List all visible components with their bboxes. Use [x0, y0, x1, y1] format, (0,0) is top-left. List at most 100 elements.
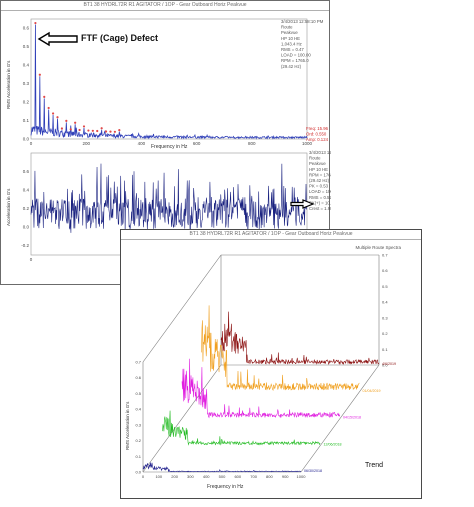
waveform-info-line: PK = 0.53	[309, 184, 329, 189]
waterfall-series-line	[201, 305, 360, 392]
spectrum-x-tick: 1000	[302, 141, 313, 146]
spectrum-fault-marker	[43, 95, 46, 98]
spectrum-y-tick: 0.3	[23, 81, 30, 86]
spectrum-fault-marker	[34, 21, 37, 25]
spectrum-info-line: 3/4/2013 12:58:10 PM	[281, 19, 324, 24]
spectrum-fault-marker	[65, 119, 68, 122]
waterfall-series-date: 06/30/2018	[304, 469, 322, 473]
waterfall-series-line	[181, 358, 341, 419]
spectrum-x-axis-label: Frequency in Hz	[151, 144, 188, 150]
waterfall-x-tick: 0	[142, 474, 145, 479]
waterfall-y-tick: 0.4	[135, 407, 141, 412]
waterfall-series: 06/30/2018 12/06/2018 04/15/2018 01/04/2019…	[142, 305, 396, 473]
waterfall-y-tick: 0.2	[135, 438, 141, 443]
waterfall-right-y-tick: 0.2	[382, 331, 388, 336]
spectrum-fault-marker	[100, 127, 103, 130]
waveform-y-tick: 0.2	[23, 206, 30, 211]
spectrum-fault-marker	[47, 106, 50, 110]
waterfall-series-date: 04/15/2018	[343, 416, 361, 420]
waveform-y-axis-label: Acceleration in G's	[6, 188, 11, 226]
spectrum-x-tick: 800	[248, 141, 256, 146]
waterfall-x-tick: 500	[219, 474, 226, 479]
spectrum-fault-marker	[96, 129, 99, 133]
spectrum-info-line: LOAD = 100.00	[281, 53, 311, 58]
ftf-annotation-label: FTF (Cage) Defect	[81, 33, 158, 43]
waveform-x-tick: 0	[30, 257, 33, 262]
waterfall-series-line	[162, 410, 321, 446]
spectrum-y-tick: 0.5	[23, 44, 30, 49]
waveform-info-line: (29.42 Hz)	[309, 178, 330, 183]
waterfall-y-ticks: 0.0 0.1 0.2 0.3 0.4 0.5 0.6 0.7	[135, 360, 141, 475]
spectrum-fault-marker	[51, 112, 55, 115]
spectrum-fault-marker	[109, 130, 112, 133]
waterfall-right-y-tick: 0.3	[382, 315, 388, 320]
waterfall-x-tick: 300	[187, 474, 194, 479]
spectrum-fault-marker	[38, 73, 41, 76]
waterfall-window: BT1 38 HYDRL72R R1 AGITATOR / 1OP - Gear…	[120, 229, 422, 499]
waterfall-x-tick: 800	[266, 474, 273, 479]
spectrum-y-axis-label: RMS Acceleration in G's	[6, 60, 11, 109]
spectrum-plot-frame	[30, 18, 308, 140]
waterfall-frame	[142, 254, 380, 473]
waterfall-series-line	[142, 462, 302, 473]
waterfall-x-tick: 700	[250, 474, 257, 479]
spectrum-x-tick: 0	[30, 141, 33, 146]
spectrum-x-tick: 200	[82, 141, 90, 146]
waveform-info-line: HP 10 HE	[309, 167, 328, 172]
waterfall-right-y-tick: 0.5	[382, 284, 388, 289]
waterfall-x-tick: 1000	[297, 474, 307, 479]
waterfall-y-tick: 0.7	[135, 360, 141, 365]
waveform-info-line: Crest = 1.982	[309, 206, 331, 211]
waveform-y-tick: 0.0	[23, 225, 30, 230]
waveform-info-line: 3/4/2013 12:54:12 PM	[309, 150, 331, 155]
waterfall-right-y-ticks: 0.0 0.1 0.2 0.3 0.4 0.5 0.6 0.7	[382, 253, 388, 368]
spectrum-fault-marker	[118, 129, 121, 132]
spectrum-y-tick: 0.0	[23, 137, 30, 142]
spectrum-fault-marker	[60, 127, 64, 130]
waterfall-window-title: BT1 38 HYDRL72R R1 AGITATOR / 1OP - Gear…	[121, 230, 421, 240]
waterfall-right-y-tick: 0.7	[382, 253, 388, 258]
spectrum-fault-marker	[56, 116, 59, 119]
spectrum-y-tick: 0.1	[23, 118, 30, 123]
spectrum-info-line: Route	[281, 25, 293, 30]
waterfall-series-date: 01/04/2019	[363, 389, 381, 393]
ftf-annotation: FTF (Cage) Defect	[37, 31, 158, 47]
waveform-info-line: LOAD = 100.00	[309, 189, 331, 194]
waterfall-y-tick: 0.0	[135, 470, 141, 475]
waterfall-y-tick: 0.3	[135, 422, 141, 427]
spectrum-fault-marker	[87, 129, 90, 132]
spectrum-fault-marker	[113, 130, 117, 133]
waterfall-y-tick: 0.5	[135, 391, 141, 396]
spectrum-y-ticks: 0.0 0.1 0.2 0.3 0.4 0.5 0.6	[23, 26, 30, 142]
waveform-arrow-icon	[290, 199, 315, 209]
waterfall-x-tick: 100	[155, 474, 162, 479]
waveform-info-line: PK(+) = 10.97	[309, 200, 331, 205]
waterfall-x-tick: 600	[234, 474, 241, 479]
waveform-y-tick: 0.4	[23, 188, 30, 193]
waterfall-x-ticks: 0 100 200 300 400 500 600 700 800 900 1000	[142, 474, 306, 479]
spectrum-info-line: RPM = 1765.0	[281, 58, 309, 63]
waveform-info-line: RMS = 0.524	[309, 195, 331, 200]
waterfall-subtitle: Multiple Route Spectra	[355, 245, 401, 250]
waterfall-window-canvas: Multiple Route Spectra 0.0 0.1 0.2 0.3 0.4 0.…	[125, 245, 401, 490]
spectrum-info-line: (29.42 Hz)	[281, 64, 302, 69]
waveform-y-ticks: -0.2 0.0 0.2 0.4 0.6	[21, 169, 29, 248]
spectrum-fault-marker	[104, 130, 108, 133]
waterfall-right-y-tick: 0.1	[382, 347, 388, 352]
waterfall-right-y-tick: 0.0	[382, 363, 388, 368]
spectrum-y-tick: 0.6	[23, 26, 30, 31]
spectrum-fault-markers	[34, 21, 121, 133]
waveform-info-line: Route	[309, 156, 321, 161]
spectrum-x-tick: 400	[138, 141, 146, 146]
waterfall-y-tick: 0.1	[135, 454, 141, 459]
waveform-info-line: Peakvue	[309, 161, 326, 166]
spectrum-y-tick: 0.2	[23, 100, 30, 105]
spectrum-info-line: 1,043.4 Hz	[281, 41, 302, 46]
spectrum-window-canvas: 0.00.10.20.30.40.50.6 0 200 400 600 800 1000 …	[6, 18, 331, 262]
waterfall-y-axis-label: RMS Acceleration in G's	[125, 401, 130, 450]
spectrum-info-line: Peakvue	[281, 30, 298, 35]
spectrum-fault-marker	[74, 121, 77, 124]
